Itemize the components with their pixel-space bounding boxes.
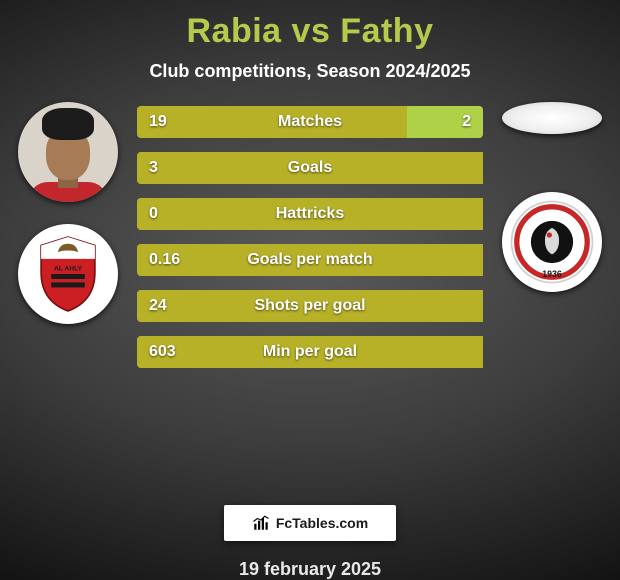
content-row: AL AHLY 1936 192Matches 3Goals 0Hattricks 0…: [0, 82, 620, 487]
stat-label: Goals: [137, 152, 483, 184]
page-title: Rabia vs Fathy: [187, 12, 434, 51]
chart-icon: [252, 514, 270, 532]
stat-label: Matches: [137, 106, 483, 138]
ghazl-crest-icon: 1936: [508, 198, 596, 286]
stat-label: Min per goal: [137, 336, 483, 368]
svg-text:AL AHLY: AL AHLY: [54, 266, 83, 273]
al-ahly-crest-icon: AL AHLY: [26, 232, 110, 316]
stat-bar: 192Matches: [137, 106, 483, 138]
page-subtitle: Club competitions, Season 2024/2025: [149, 61, 470, 82]
right-player-column: 1936: [492, 102, 612, 292]
stat-bar: 0Hattricks: [137, 198, 483, 230]
stat-label: Hattricks: [137, 198, 483, 230]
comparison-infographic: Rabia vs Fathy Club competitions, Season…: [0, 0, 620, 580]
stat-label: Goals per match: [137, 244, 483, 276]
right-player-photo-placeholder: [502, 102, 602, 134]
left-club-badge: AL AHLY: [18, 224, 118, 324]
generated-date: 19 february 2025: [239, 559, 381, 580]
stat-label: Shots per goal: [137, 290, 483, 322]
left-player-photo: [18, 102, 118, 202]
stat-bar: 24Shots per goal: [137, 290, 483, 322]
left-player-column: AL AHLY: [8, 102, 128, 324]
stats-list: 192Matches 3Goals 0Hattricks 0.16Goals per …: [137, 106, 483, 368]
stat-bar: 603Min per goal: [137, 336, 483, 368]
watermark-text: FcTables.com: [276, 515, 368, 531]
right-club-year: 1936: [542, 269, 562, 279]
stat-bar: 3Goals: [137, 152, 483, 184]
stat-bar: 0.16Goals per match: [137, 244, 483, 276]
right-club-badge: 1936: [502, 192, 602, 292]
watermark: FcTables.com: [224, 505, 396, 541]
